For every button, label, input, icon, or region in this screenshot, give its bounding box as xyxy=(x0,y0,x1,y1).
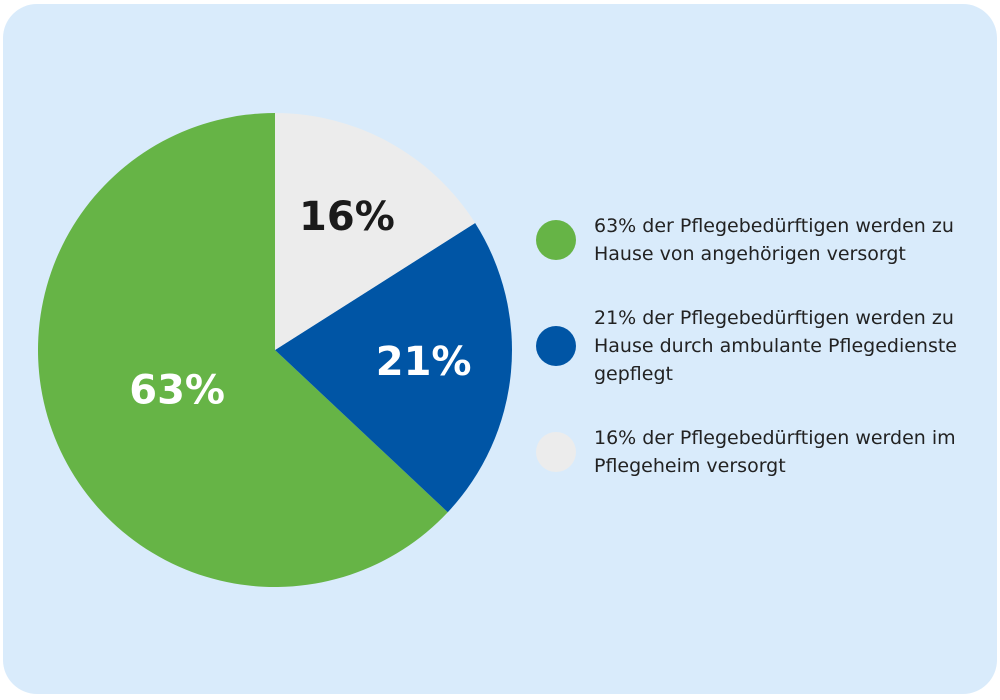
slice-label: 21% xyxy=(376,339,472,385)
legend: 63% der Pflegebedürftigen werden zu Haus… xyxy=(536,212,976,516)
legend-label: 16% der Pflegebedürftigen werden im Pfle… xyxy=(594,427,956,477)
legend-label: 21% der Pflegebedürftigen werden zu Haus… xyxy=(594,307,957,385)
pie-slice xyxy=(275,113,476,350)
slice-label: 16% xyxy=(299,194,395,240)
legend-label: 63% der Pflegebedürftigen werden zu Haus… xyxy=(594,215,954,265)
legend-item: 21% der Pflegebedürftigen werden zu Haus… xyxy=(536,304,976,388)
pie-slice xyxy=(37,113,448,588)
legend-marker xyxy=(536,432,576,472)
legend-item: 63% der Pflegebedürftigen werden zu Haus… xyxy=(536,212,976,268)
pie-slice xyxy=(275,223,512,513)
slice-label: 63% xyxy=(129,367,225,413)
legend-marker xyxy=(536,326,576,366)
legend-item: 16% der Pflegebedürftigen werden im Pfle… xyxy=(536,424,976,480)
legend-marker xyxy=(536,220,576,260)
